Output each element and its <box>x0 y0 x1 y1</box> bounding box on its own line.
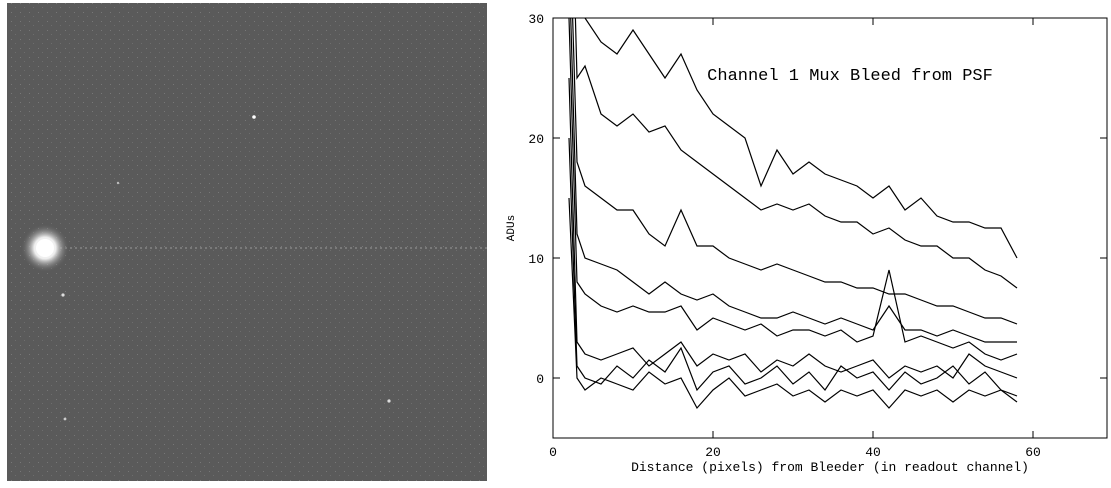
x-tick-label: 20 <box>705 445 721 460</box>
series-line <box>574 18 1018 289</box>
series-line <box>570 18 1017 343</box>
series-line <box>568 137 1018 397</box>
series-line <box>568 77 1018 379</box>
series-line <box>568 197 1018 410</box>
y-axis-label: ADUs <box>506 215 518 241</box>
sky-image <box>7 3 487 481</box>
y-tick-label: 30 <box>528 12 544 27</box>
series-line <box>568 18 1018 361</box>
series-line <box>572 18 1018 325</box>
y-tick-label: 0 <box>536 372 544 387</box>
y-tick-label: 20 <box>528 132 544 147</box>
chart-annotation: Channel 1 Mux Bleed from PSF <box>707 67 993 86</box>
lines <box>568 18 1018 410</box>
series-line <box>584 18 1018 259</box>
plot-frame <box>552 17 1108 439</box>
y-tick-label: 10 <box>528 252 544 267</box>
x-tick-label: 40 <box>865 445 881 460</box>
x-tick-label: 0 <box>549 445 557 460</box>
x-tick-label: 60 <box>1025 445 1041 460</box>
x-axis-label: Distance (pixels) from Bleeder (in reado… <box>631 460 1029 475</box>
